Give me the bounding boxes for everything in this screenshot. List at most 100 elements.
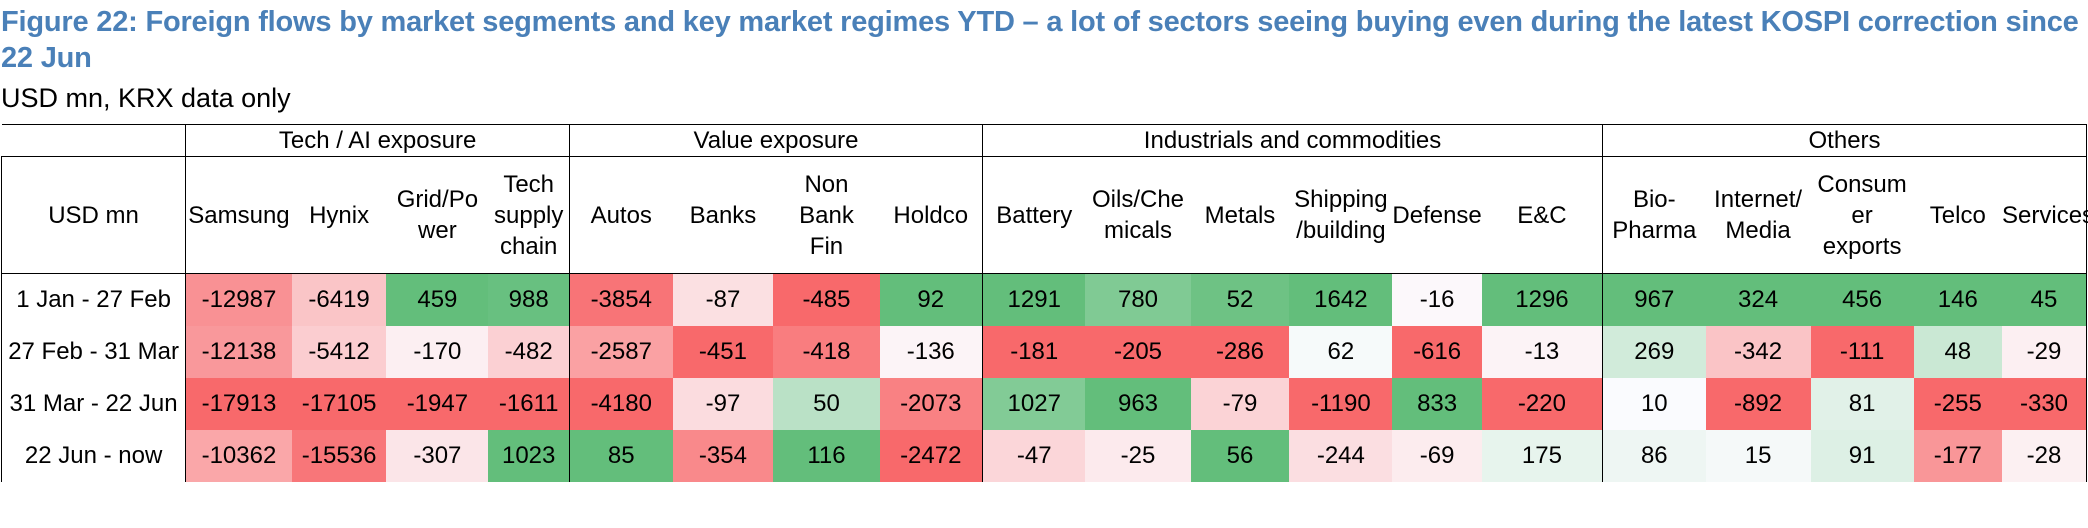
heat-cell: 81 <box>1810 378 1914 430</box>
heat-cell: 833 <box>1392 378 1482 430</box>
column-header: Defense <box>1392 156 1482 274</box>
column-header-line: Non <box>804 170 849 198</box>
column-header-row: USD mn Samsung Hynix Grid/Po wer Tech supply c… <box>0 156 2088 274</box>
row-label: 22 Jun - now <box>0 430 187 482</box>
heat-cell: 62 <box>1289 326 1393 378</box>
row-label: 1 Jan - 27 Feb <box>0 273 187 326</box>
heat-cell: -111 <box>1810 326 1914 378</box>
group-header-row: Tech / AI exposure Value exposure Indust… <box>1 124 2087 157</box>
column-header-line: Banks <box>689 201 757 229</box>
heat-cell: -2587 <box>569 326 673 378</box>
column-header: Bio- Pharma <box>1602 156 1706 274</box>
heat-cell: -244 <box>1289 430 1393 482</box>
heat-cell: -17105 <box>291 378 387 430</box>
column-header-line: E&C <box>1517 201 1567 229</box>
heat-cell: 175 <box>1481 430 1604 482</box>
heat-cell: 10 <box>1602 378 1706 430</box>
heat-cell: -177 <box>1913 430 2003 482</box>
column-header-line: Grid/Po <box>396 186 479 213</box>
heat-cell: -354 <box>672 430 774 482</box>
column-header: Internet/Media <box>1705 156 1811 274</box>
column-header: Battery <box>982 156 1086 274</box>
column-header-line: er <box>1851 201 1873 229</box>
column-header: Telco <box>1913 156 2003 274</box>
column-header-line: Shipping <box>1294 186 1388 213</box>
column-header-line: Media <box>1725 217 1791 244</box>
heat-cell: -87 <box>672 273 774 326</box>
heat-cell: 1296 <box>1481 273 1604 326</box>
heat-cell: -15536 <box>291 430 387 482</box>
row-label: 27 Feb - 31 Mar <box>0 326 187 378</box>
column-header-line: Bank <box>799 201 854 229</box>
column-header: Consum er exports <box>1810 156 1914 274</box>
heat-cell: -205 <box>1085 326 1191 378</box>
heat-cell: -2472 <box>879 430 983 482</box>
heat-cell: 1642 <box>1289 273 1393 326</box>
heat-cell: -6419 <box>291 273 387 326</box>
column-header-line: Fin <box>809 232 844 260</box>
column-header-line: exports <box>1822 232 1902 260</box>
heat-cell: 52 <box>1190 273 1290 326</box>
heat-cell: -485 <box>773 273 880 326</box>
column-header: Shipping/building <box>1289 156 1393 274</box>
heat-cell: -616 <box>1392 326 1482 378</box>
heat-cell: 1291 <box>982 273 1086 326</box>
heat-cell: -220 <box>1481 378 1604 430</box>
column-header-line: Oils/Che <box>1092 186 1185 213</box>
heat-cell: 780 <box>1085 273 1191 326</box>
heat-cell: -482 <box>488 326 571 378</box>
heat-cell: 86 <box>1602 430 1706 482</box>
heat-cell: -418 <box>773 326 880 378</box>
figure-subtitle: USD mn, KRX data only <box>1 83 291 113</box>
heat-cell: -330 <box>2002 378 2088 430</box>
heat-cell: 15 <box>1705 430 1811 482</box>
group-header-tech: Tech / AI exposure <box>185 124 571 157</box>
column-header: E&C <box>1481 156 1604 274</box>
table-row: 27 Feb - 31 Mar -12138 -5412 -170 -482 -2587-… <box>0 326 2088 378</box>
column-header: Banks <box>672 156 774 274</box>
column-header-line: Consum <box>1817 170 1907 198</box>
heat-cell: -1947 <box>386 378 489 430</box>
heat-cell: 1027 <box>982 378 1086 430</box>
column-header-line: Tech <box>503 170 555 198</box>
column-header: Samsung <box>185 156 292 274</box>
heat-cell: -451 <box>672 326 774 378</box>
column-header-line: Autos <box>590 201 652 229</box>
column-header-line: /building <box>1296 217 1386 244</box>
heat-cell: -47 <box>982 430 1086 482</box>
column-header-line: chain <box>500 232 558 260</box>
heat-cell: 56 <box>1190 430 1290 482</box>
heat-cell: 967 <box>1602 273 1706 326</box>
group-header-industrials: Industrials and commodities <box>982 124 1604 157</box>
column-header: Holdco <box>879 156 983 274</box>
column-header-line: Services <box>2002 201 2088 229</box>
heat-cell: -12138 <box>185 326 292 378</box>
heat-cell: -892 <box>1705 378 1811 430</box>
heat-cell: -3854 <box>569 273 673 326</box>
heat-cell: -25 <box>1085 430 1191 482</box>
heat-cell: 45 <box>2002 273 2088 326</box>
column-header-line: Defense <box>1392 201 1482 229</box>
heat-cell: -12987 <box>185 273 292 326</box>
heat-cell: -17913 <box>185 378 292 430</box>
heat-cell: 456 <box>1810 273 1914 326</box>
heat-cell: 48 <box>1913 326 2003 378</box>
group-header-blank <box>1 124 187 157</box>
column-header: Oils/Che micals <box>1085 156 1191 274</box>
heat-cell: -1611 <box>488 378 571 430</box>
heat-cell: -1190 <box>1289 378 1393 430</box>
heat-cell: -170 <box>386 326 489 378</box>
heat-cell: -342 <box>1705 326 1811 378</box>
column-header: Grid/Po wer <box>386 156 489 274</box>
heat-cell: -2073 <box>879 378 983 430</box>
column-header-line: supply <box>494 201 564 229</box>
column-header-line: micals <box>1104 217 1173 244</box>
heat-cell: -28 <box>2002 430 2088 482</box>
column-header-line: Battery <box>996 201 1073 229</box>
heat-cell: -97 <box>672 378 774 430</box>
column-header: Metals <box>1190 156 1290 274</box>
column-header: Non Bank Fin <box>773 156 880 274</box>
heat-cell: -307 <box>386 430 489 482</box>
column-header: Services <box>2002 156 2088 274</box>
table-body: 1 Jan - 27 Feb -12987 -6419 459 988 -3854 -87-… <box>0 273 2088 482</box>
